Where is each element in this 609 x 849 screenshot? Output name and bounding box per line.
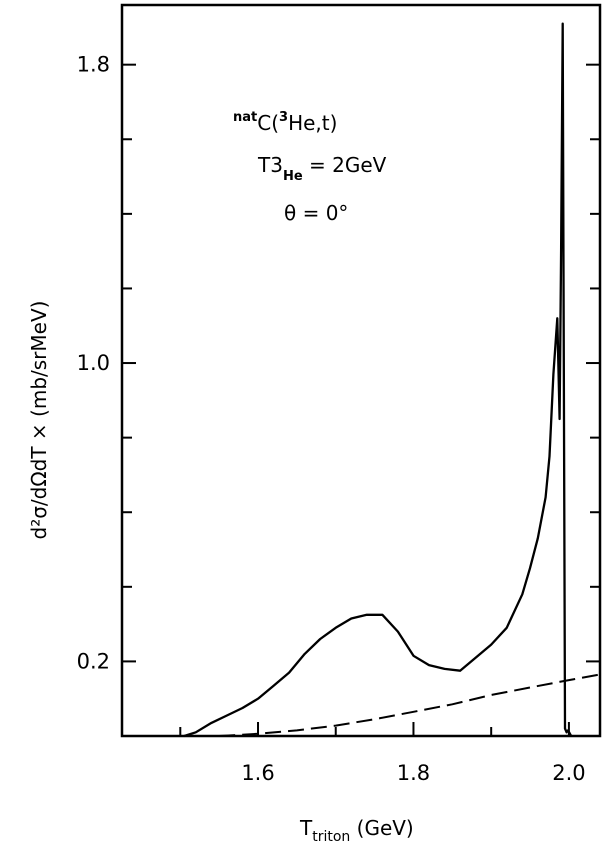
reaction-label: natC(3He,t) bbox=[233, 110, 337, 135]
x-tick-label: 1.8 bbox=[397, 761, 430, 785]
x-tick-label: 1.6 bbox=[241, 761, 274, 785]
axis-ticks bbox=[122, 63, 600, 736]
series-dashed-line bbox=[219, 673, 601, 737]
series-solid-line bbox=[183, 22, 573, 738]
series-layer bbox=[183, 22, 601, 738]
plot-frame bbox=[120, 3, 602, 738]
beam-energy-label: T3He = 2GeV bbox=[257, 153, 387, 184]
x-axis-label: Ttriton (GeV) bbox=[299, 816, 414, 845]
y-axis-label: d²σ/dΩdT × (mb/srMeV) bbox=[27, 301, 51, 540]
y-tick-label: 0.2 bbox=[77, 649, 110, 673]
angle-label: θ = 0° bbox=[284, 201, 348, 225]
tick-labels: 0.2 1.0 1.8 1.6 1.8 2.0 bbox=[77, 53, 586, 785]
y-tick-label: 1.0 bbox=[77, 351, 110, 375]
x-tick-label: 2.0 bbox=[552, 761, 585, 785]
y-tick-label: 1.8 bbox=[77, 53, 110, 77]
